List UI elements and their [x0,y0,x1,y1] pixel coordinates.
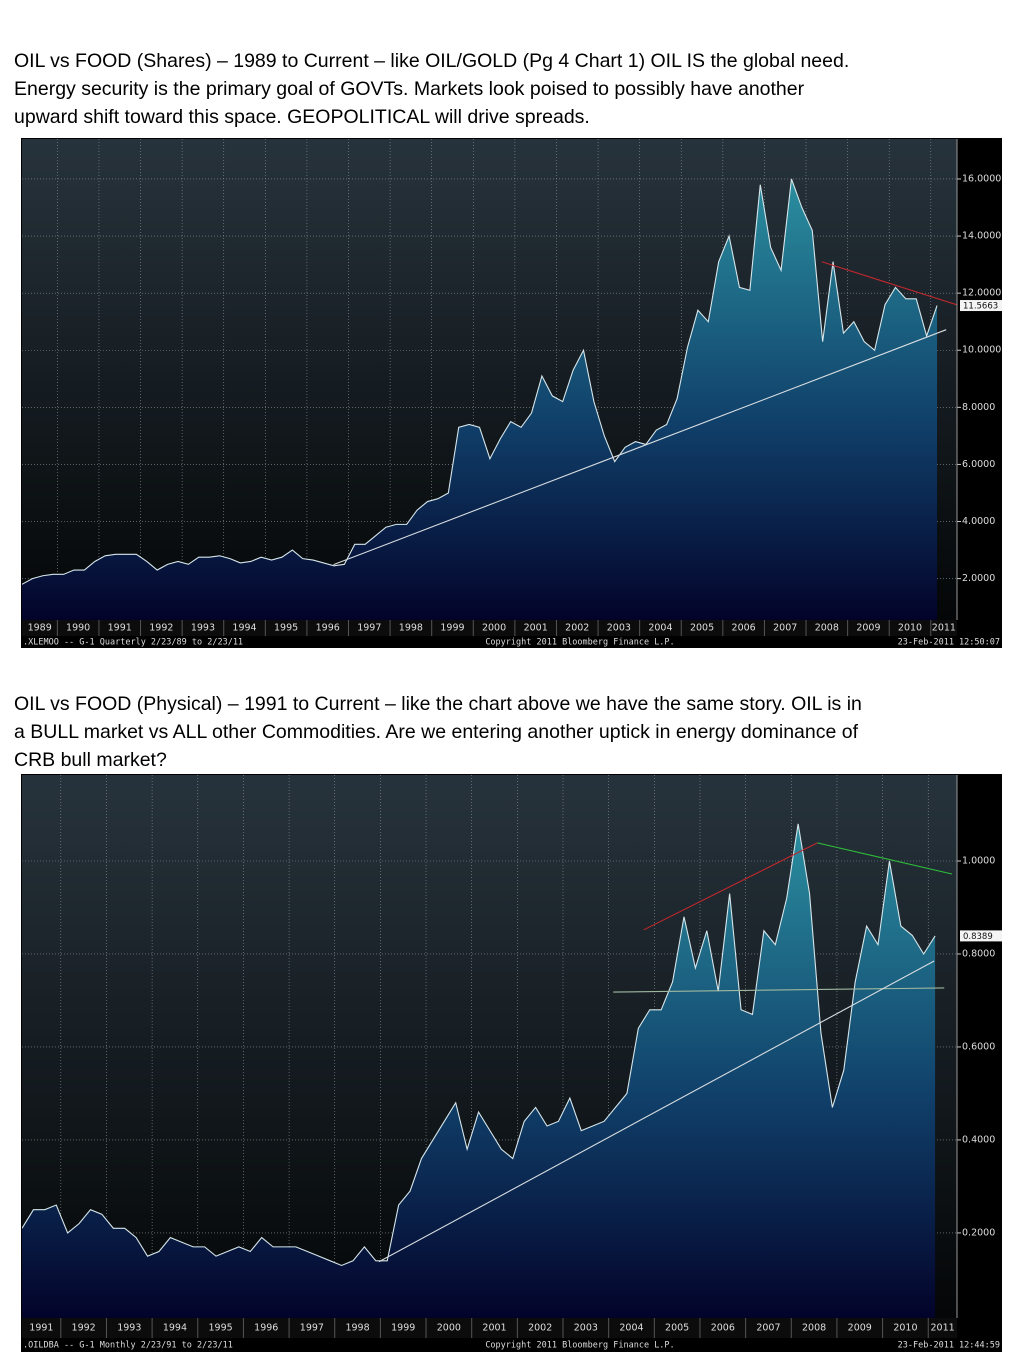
footer-center: Copyright 2011 Bloomberg Finance L.P. [485,638,674,648]
trendline [643,842,818,931]
footer-right: 23-Feb-2011 12:50:07 [898,638,1000,648]
x-tick-label: 1995 [209,1323,233,1334]
y-tick-label: 2.0000 [962,573,995,584]
x-tick-label: 2006 [732,623,756,634]
y-tick-label: 14.0000 [962,231,1001,242]
trendline [333,329,947,566]
caption-line: Energy security is the primary goal of G… [14,78,805,100]
x-tick-label: 1994 [163,1323,187,1334]
x-tick-label: 2002 [565,623,589,634]
caption-line: OIL vs FOOD (Physical) – 1991 to Current… [14,693,862,715]
x-tick-label: 2006 [711,1323,735,1334]
caption-line: a BULL market vs ALL other Commodities. … [14,721,859,743]
caption-line: OIL vs FOOD (Shares) – 1989 to Current –… [14,50,849,72]
caption-line: upward shift toward this space. GEOPOLIT… [14,106,590,128]
x-tick-label: 2010 [898,623,922,634]
last-value-box [960,930,1002,942]
x-tick-label: 1995 [274,623,298,634]
x-tick-label: 2009 [856,623,880,634]
footer-right: 23-Feb-2011 12:44:59 [898,1341,1000,1351]
y-tick-label: 10.0000 [962,345,1001,356]
x-tick-label: 1994 [232,623,256,634]
x-tick-label: 2007 [756,1323,780,1334]
y-tick-label: 16.0000 [962,173,1001,184]
y-tick-label: 0.4000 [962,1134,995,1145]
footer-left: .XLEMOO -- G-1 Quarterly 2/23/89 to 2/23… [23,638,243,648]
x-tick-label: 2011 [932,623,956,634]
y-tick-label: 0.6000 [962,1041,995,1052]
y-tick-label: 0.8000 [962,948,995,959]
area-fill [22,178,938,620]
plot [22,775,957,1318]
x-tick-label: 2007 [773,623,797,634]
trendline [817,842,953,875]
x-tick-label: 1993 [191,623,215,634]
plot [22,139,957,620]
x-tick-label: 2009 [848,1323,872,1334]
x-tick-label: 1991 [108,623,132,634]
x-tick-label: 1993 [117,1323,141,1334]
x-tick-label: 1996 [254,1323,278,1334]
series-line [22,178,938,585]
x-tick-label: 2004 [648,623,672,634]
x-tick-label: 2011 [931,1323,955,1334]
trendline [821,261,957,306]
x-tick-label: 1997 [300,1323,324,1334]
footer-left: .OILDBA -- G-1 Monthly 2/23/91 to 2/23/1… [23,1341,233,1351]
series-line [22,823,936,1267]
x-tick-label: 1998 [399,623,423,634]
x-tick-label: 2005 [690,623,714,634]
x-tick-label: 2001 [482,1323,506,1334]
y-tick-label: 12.0000 [962,288,1001,299]
x-tick-label: 1992 [72,1323,96,1334]
last-value-box [960,300,1002,312]
x-tick-label: 1991 [29,1323,53,1334]
x-tick-label: 1998 [345,1323,369,1334]
x-tick-label: 2008 [815,623,839,634]
caption-line: CRB bull market? [14,749,167,771]
trendline [613,987,945,993]
last-value-label: 0.8389 [963,932,993,942]
area-fill [22,823,936,1318]
x-tick-label: 2008 [802,1323,826,1334]
x-tick-label: 2000 [437,1323,461,1334]
last-value-label: 11.5663 [963,302,998,312]
y-tick-label: 8.0000 [962,402,995,413]
x-tick-label: 1999 [391,1323,415,1334]
x-tick-label: 2004 [619,1323,643,1334]
y-tick-label: 6.0000 [962,459,995,470]
x-tick-label: 1992 [149,623,173,634]
x-tick-label: 2005 [665,1323,689,1334]
x-tick-label: 1989 [28,623,52,634]
x-tick-label: 2000 [482,623,506,634]
year-strip [22,1318,957,1338]
x-tick-label: 2003 [574,1323,598,1334]
x-tick-label: 1997 [357,623,381,634]
x-tick-label: 2002 [528,1323,552,1334]
x-tick-label: 1999 [440,623,464,634]
y-tick-label: 4.0000 [962,516,995,527]
x-tick-label: 1990 [66,623,90,634]
x-tick-label: 2003 [607,623,631,634]
x-tick-label: 2001 [524,623,548,634]
x-tick-label: 2010 [893,1323,917,1334]
trendline [378,960,935,1263]
footer-center: Copyright 2011 Bloomberg Finance L.P. [485,1341,674,1351]
y-tick-label: 0.2000 [962,1227,995,1238]
x-tick-label: 1996 [316,623,340,634]
y-tick-label: 1.0000 [962,856,995,867]
